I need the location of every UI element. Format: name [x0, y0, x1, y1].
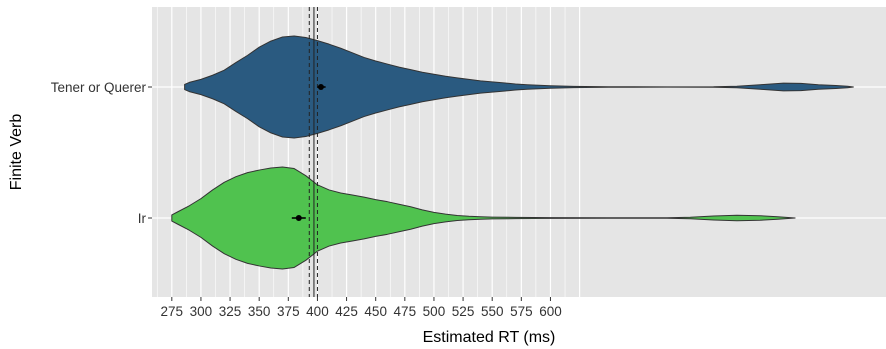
x-tick-label: 350: [248, 304, 271, 319]
mean-point: [317, 84, 324, 90]
mean-point: [295, 215, 302, 221]
violin-tener-or-querer: [184, 35, 854, 139]
y-axis-title: Finite Verb: [8, 114, 25, 191]
x-tick-label: 450: [364, 304, 387, 319]
y-axis-ticks: Tener or Querer Ir: [51, 80, 152, 226]
x-tick-label: 275: [161, 304, 184, 319]
reference-lines: [308, 7, 318, 297]
x-tick-label: 475: [394, 304, 417, 319]
x-axis-ticks: 275 300 325 350 375 400 425 450 475 500 525 550 575 6…: [161, 297, 562, 319]
mean-points: [291, 84, 326, 221]
x-tick-label: 375: [277, 304, 300, 319]
x-tick-label: 550: [481, 304, 504, 319]
violin-ir: [171, 166, 796, 270]
x-tick-label: 500: [423, 304, 446, 319]
x-tick-label: 325: [219, 304, 242, 319]
x-tick-label: 400: [306, 304, 329, 319]
x-tick-label: 600: [539, 304, 562, 319]
y-tick-label: Ir: [138, 211, 147, 226]
x-axis-title: Estimated RT (ms): [423, 329, 556, 346]
y-tick-label: Tener or Querer: [51, 80, 147, 95]
x-tick-label: 300: [190, 304, 213, 319]
x-tick-label: 575: [510, 304, 533, 319]
x-tick-label: 425: [335, 304, 358, 319]
x-tick-label: 525: [452, 304, 475, 319]
violins: [171, 35, 854, 270]
